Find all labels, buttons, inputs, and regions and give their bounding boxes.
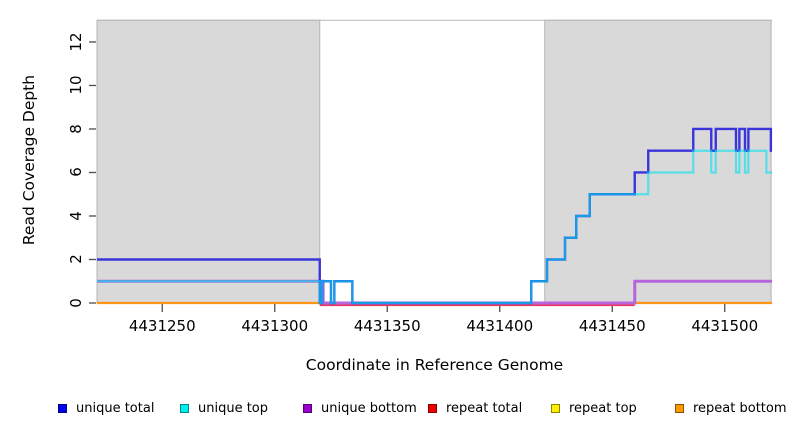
x-tick-label: 4431350 (353, 317, 421, 335)
y-axis-title: Read Coverage Depth (20, 74, 38, 246)
series-line-unique-top (97, 149, 772, 305)
x-tick-label: 4431400 (466, 317, 534, 335)
y-tick-label: 12 (67, 32, 85, 52)
x-tick-label: 4431450 (578, 317, 646, 335)
x-tick-label: 4431250 (128, 317, 196, 335)
x-tick-label: 4431300 (241, 317, 309, 335)
repeat-region-right (544, 19, 772, 304)
x-tick-label: 4431500 (691, 317, 759, 335)
repeat-region-left (96, 19, 321, 304)
x-axis-title: Coordinate in Reference Genome (305, 356, 564, 374)
